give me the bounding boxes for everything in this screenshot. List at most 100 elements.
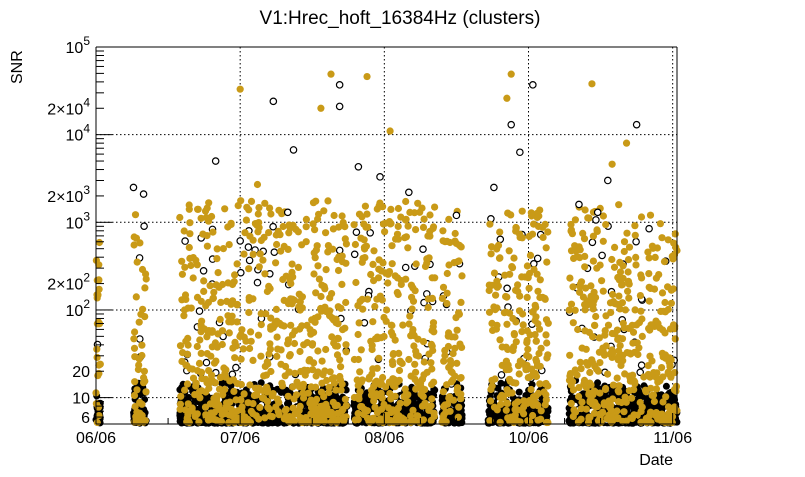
selected-cluster-point xyxy=(662,307,670,316)
cluster-point-hollow xyxy=(136,335,144,343)
x-tick-label: 07/06 xyxy=(220,430,260,447)
selected-cluster-point xyxy=(342,298,350,307)
y-tick-label-exponent: 4 xyxy=(83,95,90,109)
selected-cluster-point xyxy=(228,280,237,289)
selected-cluster-point xyxy=(410,342,418,350)
selected-cluster-point xyxy=(571,242,579,250)
selected-cluster-point xyxy=(592,312,600,321)
selected-cluster-point xyxy=(566,274,574,282)
selected-cluster-point xyxy=(93,291,101,299)
x-tick-label: 06/06 xyxy=(76,430,116,447)
selected-cluster-point xyxy=(602,312,610,320)
selected-cluster-point xyxy=(95,361,103,369)
y-tick-label-exponent: 2 xyxy=(83,271,90,285)
selected-cluster-point xyxy=(641,386,650,394)
selected-cluster-point xyxy=(358,295,366,303)
cluster-point xyxy=(644,397,652,405)
selected-cluster-point xyxy=(427,340,435,348)
selected-cluster-point xyxy=(386,389,394,398)
selected-cluster-point xyxy=(329,225,337,233)
selected-cluster-point xyxy=(656,220,665,228)
selected-cluster-point xyxy=(380,400,388,409)
selected-cluster-point xyxy=(339,326,347,334)
selected-cluster-point xyxy=(373,333,381,341)
selected-cluster-point xyxy=(584,214,592,222)
selected-cluster-point xyxy=(646,326,654,334)
selected-cluster-point xyxy=(208,371,216,379)
selected-cluster-point xyxy=(596,359,604,367)
selected-cluster-point xyxy=(519,359,527,367)
selected-cluster-point xyxy=(581,263,589,271)
selected-cluster-point xyxy=(213,398,221,406)
selected-cluster-point xyxy=(430,409,438,417)
selected-cluster-point xyxy=(438,294,446,302)
y-tick-label-exponent: 5 xyxy=(83,34,90,48)
selected-cluster-point xyxy=(370,247,378,255)
selected-cluster-point xyxy=(324,197,332,205)
selected-cluster-point xyxy=(625,324,633,332)
selected-cluster-point xyxy=(328,333,336,341)
selected-cluster-point xyxy=(428,380,436,389)
selected-cluster-point xyxy=(206,282,214,290)
selected-cluster-point xyxy=(405,320,413,328)
cluster-point-hollow xyxy=(496,235,505,244)
selected-cluster-point xyxy=(387,321,395,329)
y-tick-label: 2×104 xyxy=(47,95,90,118)
selected-cluster-point xyxy=(370,397,378,405)
selected-cluster-point xyxy=(227,405,236,413)
selected-cluster-point xyxy=(388,242,396,250)
selected-cluster-point xyxy=(355,319,363,327)
selected-cluster-point xyxy=(533,213,541,221)
selected-cluster-point xyxy=(576,358,584,366)
selected-cluster-point xyxy=(413,412,421,420)
selected-cluster-point xyxy=(394,222,402,230)
outlier-point-filled xyxy=(622,139,631,147)
selected-cluster-point xyxy=(544,228,552,236)
selected-cluster-point xyxy=(582,345,590,353)
selected-cluster-point xyxy=(338,407,346,415)
selected-cluster-point xyxy=(225,241,233,249)
selected-cluster-point xyxy=(132,416,140,424)
selected-cluster-point xyxy=(370,277,378,285)
selected-cluster-point xyxy=(531,301,539,309)
selected-cluster-point xyxy=(644,248,652,256)
selected-cluster-point xyxy=(291,410,299,418)
outlier-point-hollow xyxy=(452,211,461,220)
y-axis-label: SNR xyxy=(9,50,26,84)
selected-cluster-point xyxy=(237,396,245,404)
selected-cluster-point xyxy=(189,274,197,282)
y-tick-label: 20 xyxy=(72,364,90,381)
selected-cluster-point xyxy=(420,401,429,410)
selected-cluster-point xyxy=(375,256,383,264)
cluster-point-hollow xyxy=(237,268,245,277)
selected-cluster-point xyxy=(402,215,410,223)
selected-cluster-point xyxy=(412,260,420,268)
selected-cluster-point xyxy=(242,216,250,224)
y-tick-label-exponent: 2 xyxy=(83,297,90,311)
selected-cluster-point xyxy=(445,215,453,223)
selected-cluster-point xyxy=(289,295,297,303)
selected-cluster-point xyxy=(257,352,265,360)
selected-cluster-point xyxy=(334,335,342,343)
selected-cluster-point xyxy=(326,307,334,315)
selected-cluster-point xyxy=(330,379,338,387)
selected-cluster-point xyxy=(369,260,377,268)
selected-cluster-point xyxy=(511,405,519,413)
x-tick-labels: 06/06 07/06 08/06 10/06 11/06 xyxy=(76,430,692,447)
selected-cluster-point xyxy=(303,321,311,329)
selected-cluster-point xyxy=(590,387,598,395)
selected-cluster-point xyxy=(188,404,196,412)
selected-cluster-point xyxy=(383,306,391,314)
selected-cluster-point xyxy=(453,359,461,367)
cluster-point-hollow xyxy=(202,358,211,367)
selected-cluster-point xyxy=(425,350,433,358)
selected-cluster-point xyxy=(132,234,140,242)
selected-cluster-point xyxy=(523,293,531,301)
selected-cluster-point xyxy=(205,384,213,392)
selected-cluster-point xyxy=(615,292,623,300)
selected-cluster-point xyxy=(671,325,679,333)
selected-cluster-point xyxy=(624,256,633,264)
selected-cluster-point xyxy=(323,408,332,416)
selected-cluster-point xyxy=(610,263,619,271)
